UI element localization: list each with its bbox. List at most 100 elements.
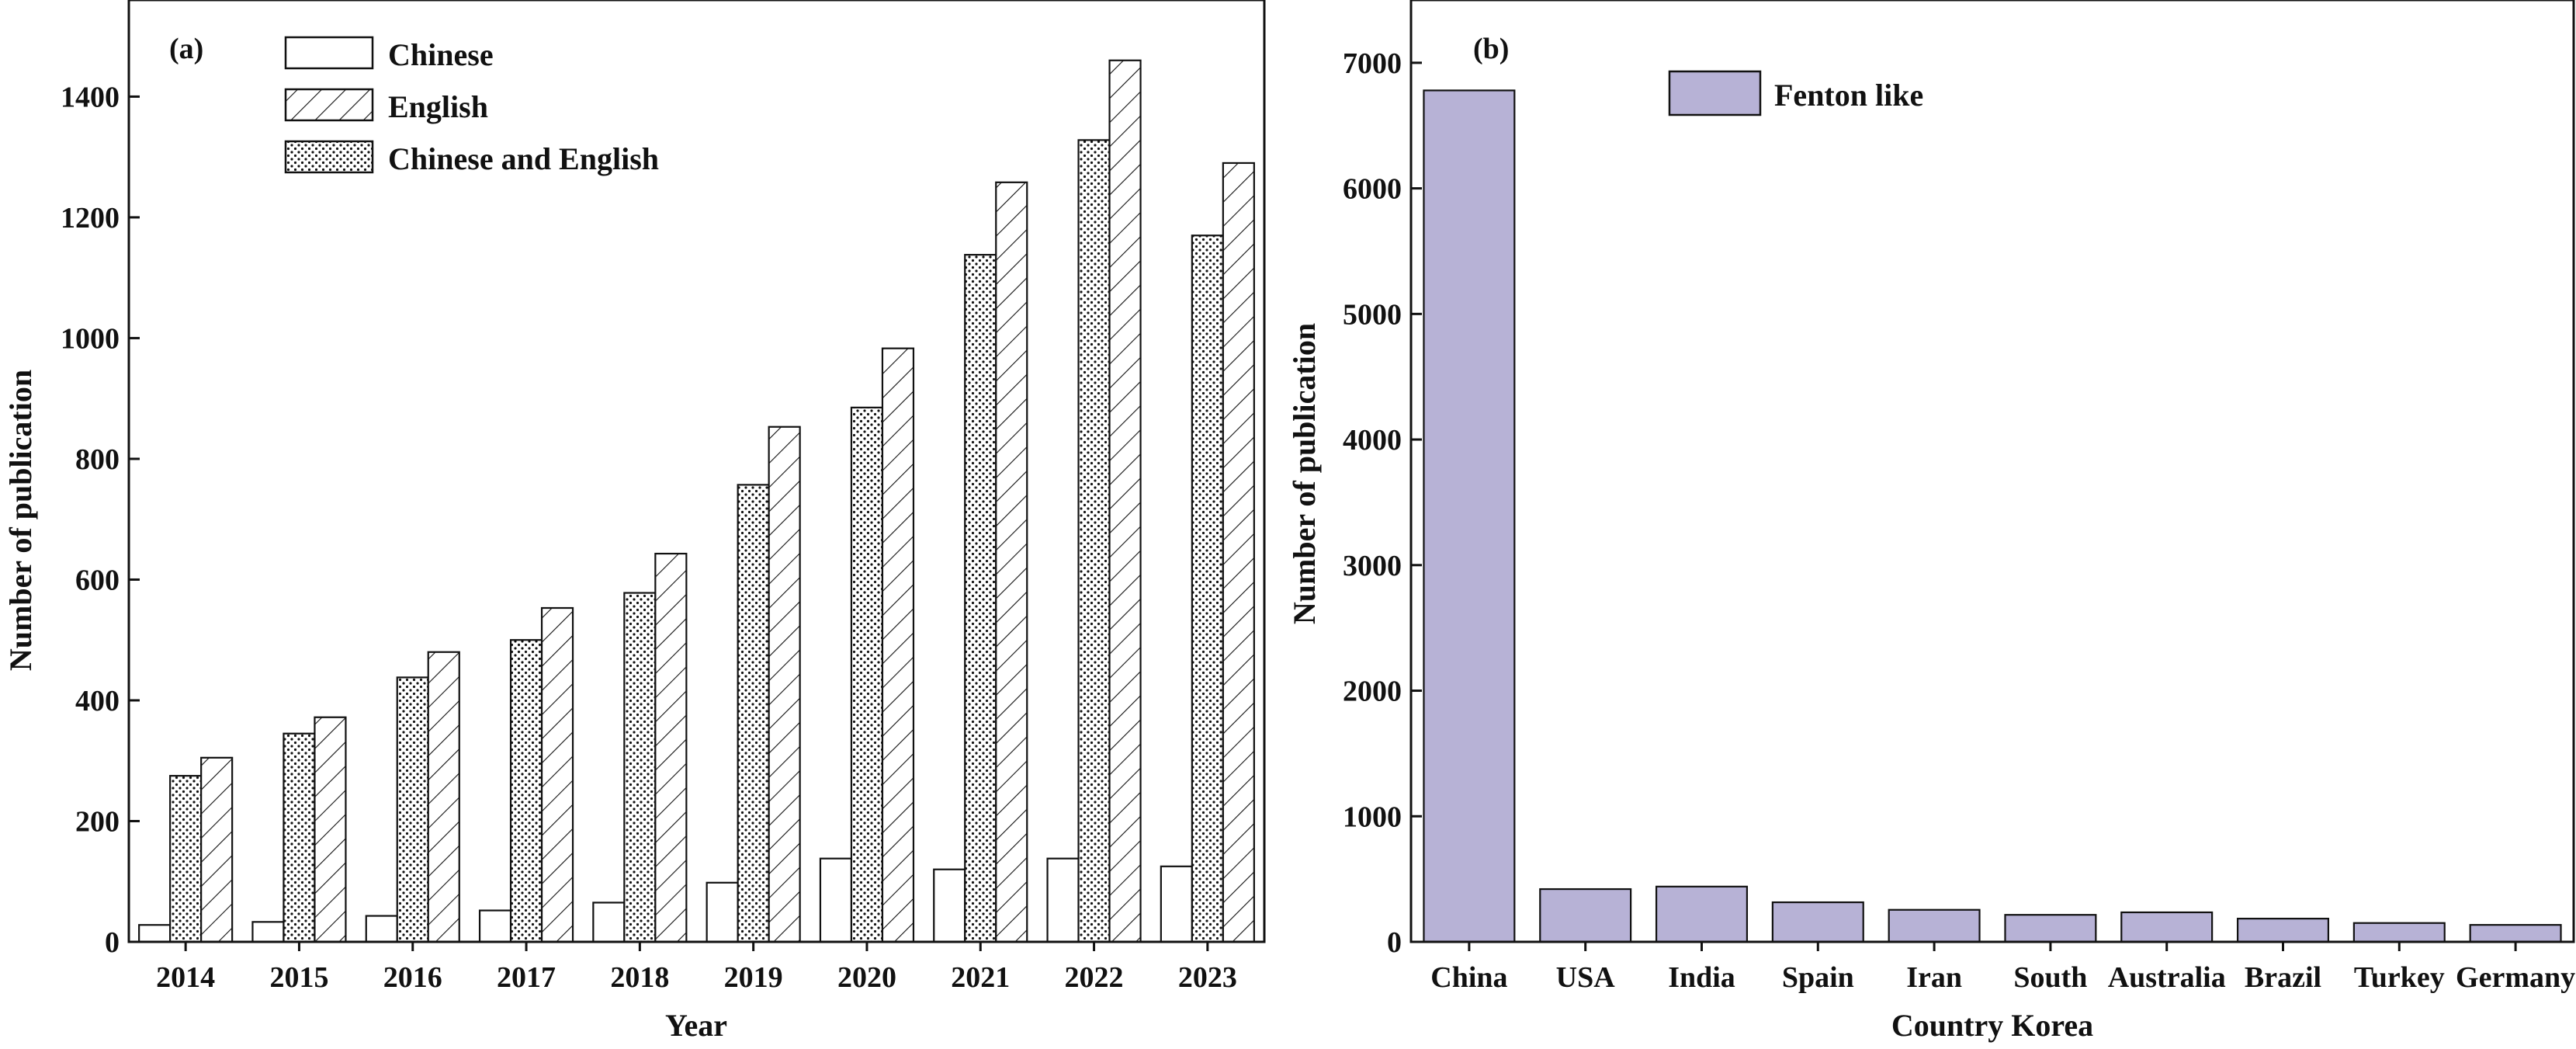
x-tick-label: 2023 [1178,961,1237,994]
bar-fenton-like-china [1423,89,1516,943]
y-tick-label: 1400 [61,81,120,113]
bar-chinese-and-english-2018 [623,592,657,943]
x-tick-label: 2018 [610,961,669,994]
y-tick-label: 7000 [1343,47,1402,80]
y-tick-label: 4000 [1343,424,1402,457]
panel-a-chart: 0 200 400 600 800 1000 1200 1400 2014 2015 2016 201… [3,0,1266,1043]
bar-fenton-like-spain [1771,901,1864,943]
bar-chinese-and-english-2015 [283,732,316,943]
bar-fenton-like-turkey [2352,922,2446,943]
bar-chinese-2020 [819,857,853,943]
panel-a-axes-frame [127,0,1266,943]
bar-fenton-like-india [1655,885,1749,943]
x-tick-label: 2016 [383,961,442,994]
bar-chinese-2023 [1160,865,1193,943]
x-tick-label: Brazil [2245,961,2321,994]
x-tick-label: Germany [2456,961,2575,994]
x-tick-label: India [1668,961,1735,994]
bar-chinese-and-english-2021 [964,254,997,943]
legend-label-chinese-and-english: Chinese and English [388,141,659,176]
bar-english-2017 [540,606,574,943]
x-tick-label: Iran [1906,961,1962,994]
panel-b-bars [1423,89,2562,943]
x-tick-label: 2021 [951,961,1010,994]
bar-english-2021 [995,181,1028,943]
bar-fenton-like-south [2004,914,2097,943]
bar-fenton-like-germany [2469,924,2562,943]
x-tick-label: South [2013,961,2087,994]
y-tick-label: 6000 [1343,173,1402,206]
bar-english-2018 [654,552,688,943]
panel-b-x-axis-title: Country Korea [1891,1008,2093,1043]
panel-b-y-axis-title: Number of publication [1287,323,1322,624]
legend-label-english: English [388,89,488,124]
legend-label-chinese: Chinese [388,37,494,72]
x-tick-label: Spain [1782,961,1854,994]
bar-english-2016 [427,651,460,943]
panel-b-chart: 0 1000 2000 3000 4000 5000 6000 7000 China USA Ind… [1287,0,2575,1043]
x-tick-label: 2017 [497,961,556,994]
x-tick-label: 2019 [724,961,783,994]
panel-b-axes-frame [1409,0,2575,943]
legend-swatch-fenton-like [1668,70,1762,116]
y-tick-label: 0 [105,926,120,959]
panel-a-ticks: 0 200 400 600 800 1000 1200 1400 2014 2015 2016 201… [61,81,1237,994]
bar-english-2023 [1222,162,1255,943]
y-tick-label: 1200 [61,202,120,234]
bar-fenton-like-brazil [2236,917,2330,943]
bar-chinese-2022 [1046,857,1080,943]
bar-english-2014 [200,756,234,943]
bar-chinese-2015 [251,921,285,943]
legend-swatch-chinese-and-english [284,140,374,174]
y-tick-label: 2000 [1343,676,1402,708]
bar-fenton-like-iran [1888,908,1981,943]
y-tick-label: 200 [75,805,120,838]
panel-a-bars [138,59,1255,943]
y-tick-label: 600 [75,564,120,596]
panel-a-x-axis-title: Year [665,1008,727,1043]
bar-chinese-2021 [933,868,966,943]
panel-b-ticks: 0 1000 2000 3000 4000 5000 6000 7000 China USA Ind… [1343,47,2575,994]
bar-fenton-like-usa [1539,887,1632,943]
bar-chinese-and-english-2020 [850,406,884,943]
y-tick-label: 1000 [61,322,120,355]
y-tick-label: 800 [75,443,120,476]
x-tick-label: Australia [2108,961,2226,994]
y-tick-label: 5000 [1343,298,1402,331]
panel-a-legend: Chinese English Chinese and English [284,36,659,176]
bar-chinese-2014 [138,924,172,943]
bar-english-2020 [881,347,915,943]
y-tick-label: 1000 [1343,801,1402,833]
bar-chinese-2018 [592,901,626,943]
panel-a-tag: (a) [169,33,203,65]
bar-fenton-like-australia [2120,911,2214,943]
bar-chinese-2019 [706,881,739,943]
panel-b-tag: (b) [1473,33,1509,65]
legend-label-fenton-like: Fenton like [1774,78,1923,113]
x-tick-label: USA [1556,961,1616,994]
bar-chinese-and-english-2023 [1191,234,1224,943]
bar-chinese-and-english-2017 [509,639,543,943]
x-tick-label: Turkey [2354,961,2445,994]
x-tick-label: 2014 [156,961,215,994]
x-tick-label: 2022 [1065,961,1124,994]
bar-english-2022 [1108,59,1142,943]
bar-chinese-and-english-2014 [169,775,203,943]
x-tick-label: 2020 [837,961,896,994]
y-tick-label: 0 [1387,926,1402,959]
panel-a-y-axis-title: Number of publication [3,370,38,671]
bar-chinese-2016 [365,915,398,943]
legend-swatch-chinese [284,36,374,70]
bar-chinese-2017 [478,909,512,943]
bar-chinese-and-english-2022 [1077,139,1111,943]
panel-b-legend: Fenton like [1668,70,1923,116]
legend-swatch-english [284,88,374,122]
bar-english-2019 [768,426,801,943]
bar-chinese-and-english-2019 [737,484,770,943]
y-tick-label: 3000 [1343,550,1402,582]
x-tick-label: 2015 [269,961,328,994]
bar-english-2015 [314,716,347,943]
bar-chinese-and-english-2016 [396,676,429,943]
y-tick-label: 400 [75,685,120,717]
